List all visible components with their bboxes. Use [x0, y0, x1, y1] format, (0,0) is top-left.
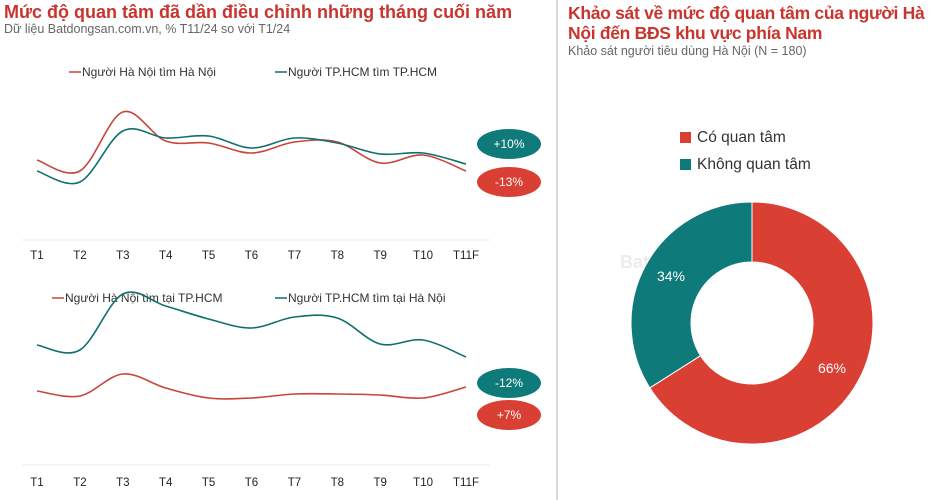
right-title-line1: Khảo sát về mức độ quan tâm của người Hà [568, 3, 925, 23]
end-label-bubble [477, 368, 541, 398]
legend-label: Có quan tâm [697, 129, 786, 146]
x-tick-label: T1 [30, 250, 43, 262]
divider [556, 0, 558, 500]
x-tick-label: T7 [288, 477, 301, 489]
end-label: +7% [497, 408, 522, 422]
x-tick-label: T3 [116, 250, 129, 262]
right-title: Khảo sát về mức độ quan tâm của người Hà… [568, 3, 925, 43]
x-tick-label: T5 [202, 477, 215, 489]
legend-label: Không quan tâm [697, 156, 811, 173]
x-tick-label: T9 [373, 477, 386, 489]
end-label: -12% [495, 376, 523, 390]
x-tick-label: T11F [453, 477, 479, 489]
x-tick-label: T7 [288, 250, 301, 262]
x-tick-label: T8 [331, 477, 344, 489]
series-line [36, 128, 467, 185]
legend-swatch [680, 159, 691, 170]
series-line [36, 110, 467, 174]
donut-slice [649, 201, 874, 445]
pie-legend-item: Có quan tâm [680, 129, 786, 147]
end-label: -13% [495, 175, 523, 189]
donut-slice [630, 201, 753, 389]
x-tick-label: T6 [245, 250, 258, 262]
end-label-bubble [477, 167, 541, 197]
x-tick-label: T1 [30, 477, 43, 489]
end-label-bubble [477, 129, 541, 159]
x-tick-label: T5 [202, 250, 215, 262]
right-title-line2: Nội đến BĐS khu vực phía Nam [568, 23, 823, 43]
x-tick-label: T4 [159, 250, 173, 262]
left-title: Mức độ quan tâm đã dần điều chỉnh những … [4, 2, 513, 22]
x-tick-label: T2 [73, 477, 86, 489]
x-tick-label: T11F [453, 250, 479, 262]
x-tick-label: T8 [331, 250, 344, 262]
x-tick-label: T10 [413, 250, 433, 262]
legend-label: Người Hà Nội tìm tại TP.HCM [65, 291, 223, 305]
x-tick-label: T9 [373, 250, 386, 262]
legend-label: Người Hà Nội tìm Hà Nội [82, 65, 216, 79]
series-line [36, 291, 467, 358]
slice-label: 66% [818, 360, 846, 376]
end-label-bubble [477, 400, 541, 430]
x-tick-label: T4 [159, 477, 173, 489]
slice-label: 34% [657, 268, 685, 284]
pie-legend-item: Không quan tâm [680, 156, 811, 174]
legend-label: Người TP.HCM tìm tại Hà Nội [288, 291, 446, 305]
right-subtitle: Khảo sát người tiêu dùng Hà Nội (N = 180… [568, 44, 807, 58]
legend-swatch [680, 132, 691, 143]
x-tick-label: T2 [73, 250, 86, 262]
x-tick-label: T6 [245, 477, 258, 489]
x-tick-label: T3 [116, 477, 129, 489]
series-line [36, 373, 467, 400]
x-tick-label: T10 [413, 477, 433, 489]
end-label: +10% [493, 137, 524, 151]
legend-label: Người TP.HCM tìm TP.HCM [288, 65, 437, 79]
left-subtitle: Dữ liệu Batdongsan.com.vn, % T11/24 so v… [4, 22, 291, 36]
